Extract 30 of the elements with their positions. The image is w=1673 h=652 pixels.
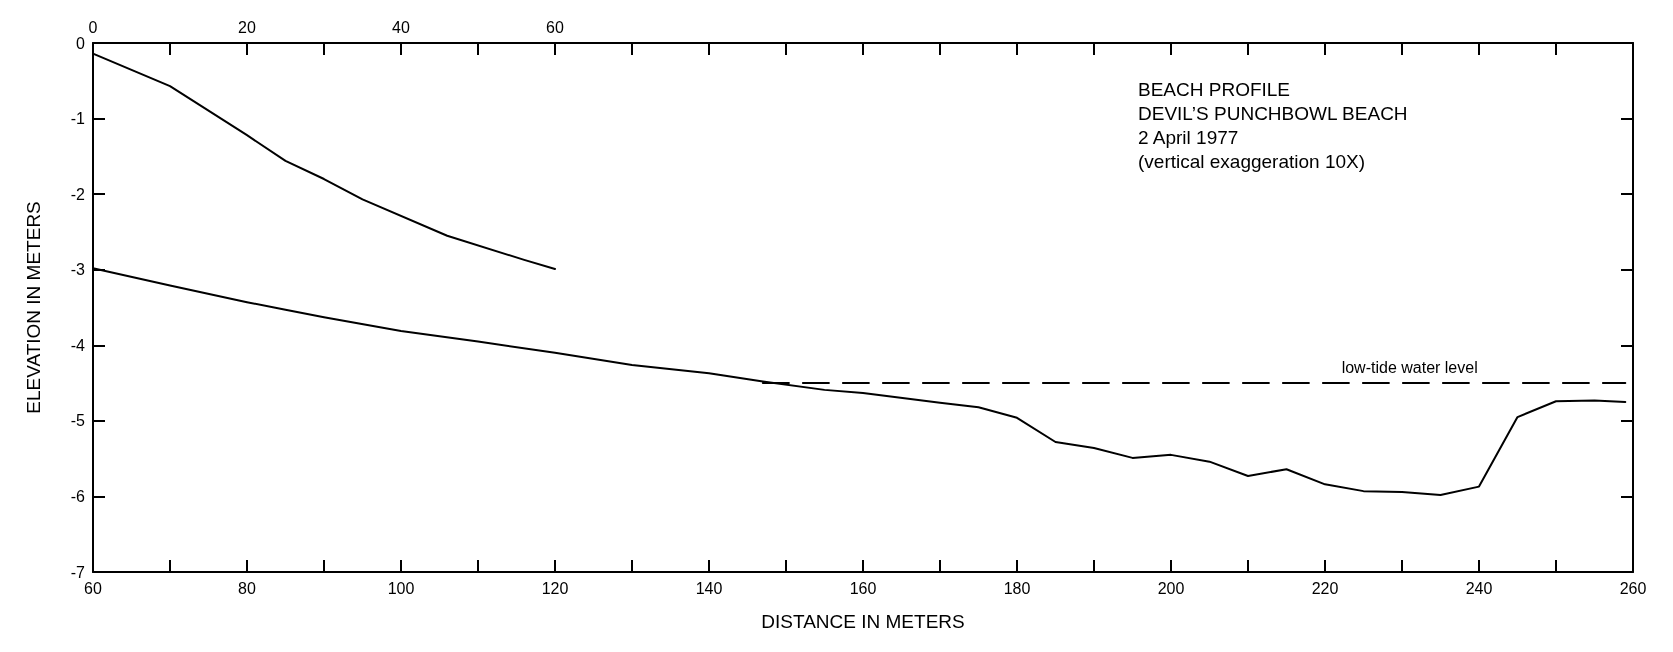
x-tick-label: 60 xyxy=(84,579,102,597)
y-tick-label: -7 xyxy=(70,563,86,581)
x-tick-label: 80 xyxy=(238,579,256,597)
y-tick-label: -3 xyxy=(70,261,86,279)
annotation: 2 April 1977 xyxy=(1138,127,1239,148)
x-tick-label: 220 xyxy=(1311,579,1339,597)
x2-tick-label: 0 xyxy=(88,18,98,36)
y-tick-label: -1 xyxy=(70,110,86,128)
x-axis-title: DISTANCE IN METERS xyxy=(761,611,965,632)
y-tick-label: 0 xyxy=(76,34,86,52)
y-axis-title: ELEVATION IN METERS xyxy=(23,201,44,414)
annotation: (vertical exaggeration 10X) xyxy=(1138,151,1366,172)
y-tick-label: -6 xyxy=(70,487,86,505)
x-tick-label: 240 xyxy=(1465,579,1493,597)
series-label: low-tide water level xyxy=(1341,358,1478,376)
y-tick-label: -2 xyxy=(70,185,86,203)
x2-tick-label: 60 xyxy=(546,18,564,36)
x2-tick-label: 20 xyxy=(238,18,256,36)
text: BEACH PROFILE xyxy=(1138,79,1291,100)
x-tick-label: 260 xyxy=(1619,579,1647,597)
x-tick-label: 160 xyxy=(849,579,877,597)
text: DEVIL’S PUNCHBOWL BEACH xyxy=(1138,103,1408,124)
x-tick-label: 140 xyxy=(695,579,723,597)
x-tick-label: 180 xyxy=(1003,579,1031,597)
x-tick-label: 200 xyxy=(1157,579,1185,597)
x-tick-label: 100 xyxy=(387,579,415,597)
y-tick-label: -4 xyxy=(70,336,86,354)
x2-tick-label: 40 xyxy=(392,18,410,36)
x-tick-label: 120 xyxy=(541,579,569,597)
y-tick-label: -5 xyxy=(70,412,86,430)
